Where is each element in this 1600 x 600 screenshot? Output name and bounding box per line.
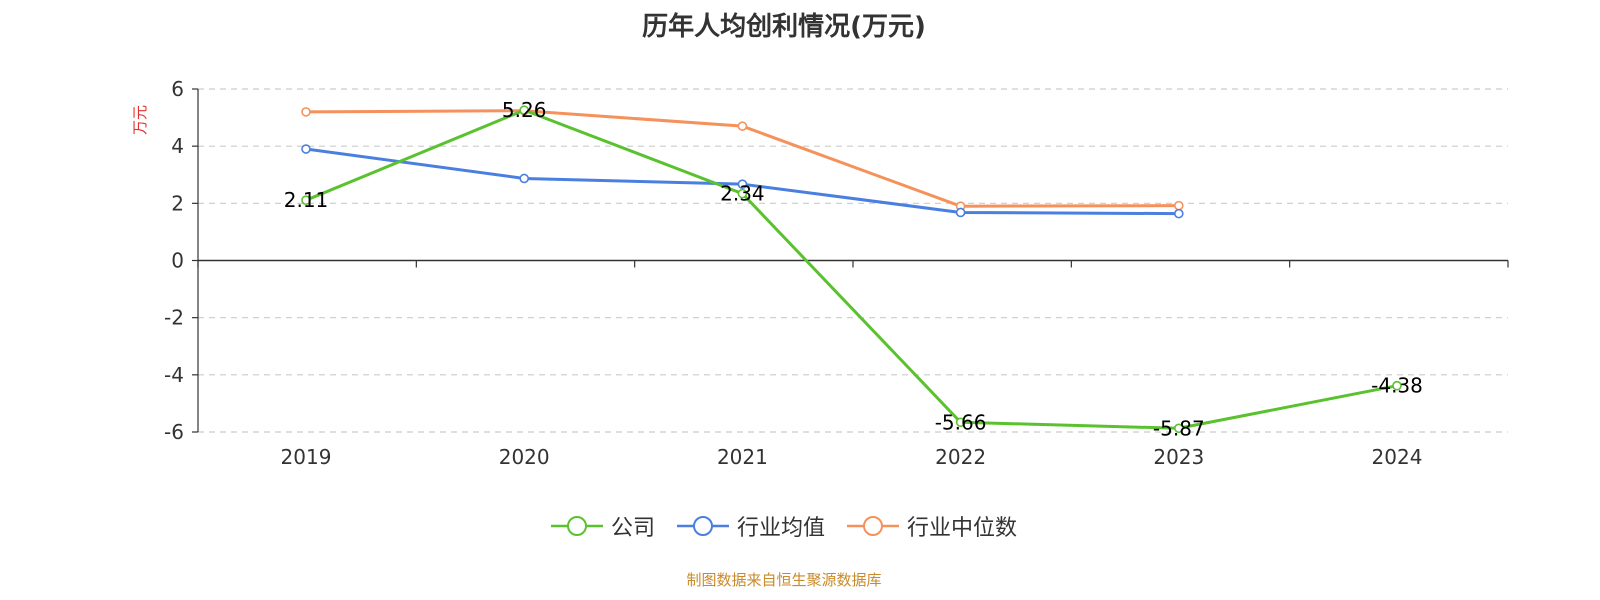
data-label: 5.26 [502,98,547,122]
data-label: 2.11 [284,188,329,212]
legend: 公司 行业均值 行业中位数 [0,510,1568,542]
data-point [1392,380,1402,391]
x-tick-label: 2020 [499,445,550,469]
y-axis-label: 万元 [131,105,149,135]
y-tick-label: -4 [164,363,184,387]
data-point [301,107,311,117]
series-lines [301,105,1402,434]
x-tick-label: 2021 [717,445,768,469]
axes: 6 4 2 0 -2 -4 -6 2019 2020 2021 2022 2023 2024 [164,77,1509,469]
legend-label: 行业中位数 [907,516,1018,541]
y-tick-label: 0 [171,249,184,273]
legend-marker-icon [550,516,603,536]
legend-item[interactable]: 公司 [550,510,655,542]
data-label: -5.87 [1153,416,1205,440]
legend-marker-icon [847,516,899,536]
legend-label: 行业均值 [736,516,825,541]
data-point [955,417,966,428]
y-tick-label: 6 [171,77,184,101]
chart-title: 历年人均创利情况(万元) [642,12,926,42]
data-point [955,207,966,218]
grid-lines [198,88,1508,433]
data-point [737,121,748,131]
x-tick-label: 2022 [935,445,986,469]
data-point [1174,208,1184,219]
data-point [737,179,748,189]
legend-item[interactable]: 行业均值 [676,510,825,542]
data-label: -5.66 [935,410,987,434]
data-point [301,144,311,154]
data-label: 2.34 [720,182,765,206]
data-point [519,173,530,184]
data-label: -4.38 [1371,374,1423,398]
x-tick-label: 2019 [281,445,332,469]
data-point [519,105,530,115]
y-tick-label: -2 [164,306,184,330]
y-tick-label: 4 [171,134,184,158]
y-tick-label: 2 [171,191,184,215]
data-point [301,195,311,205]
data-point [1174,423,1184,434]
x-tick-label: 2024 [1372,445,1423,469]
x-tick-label: 2023 [1153,445,1204,469]
source-note: 制图数据来自恒生聚源数据库 [686,571,882,589]
data-point [1174,200,1184,211]
data-point [737,188,748,199]
data-labels: 2.11 5.26 2.34 -5.66 -5.87 -4.38 [284,98,1423,440]
y-tick-label: -6 [164,420,184,444]
series-line [305,108,1398,430]
legend-marker-icon [676,516,729,536]
legend-label: 公司 [610,516,655,541]
legend-item[interactable]: 行业中位数 [847,510,1017,542]
